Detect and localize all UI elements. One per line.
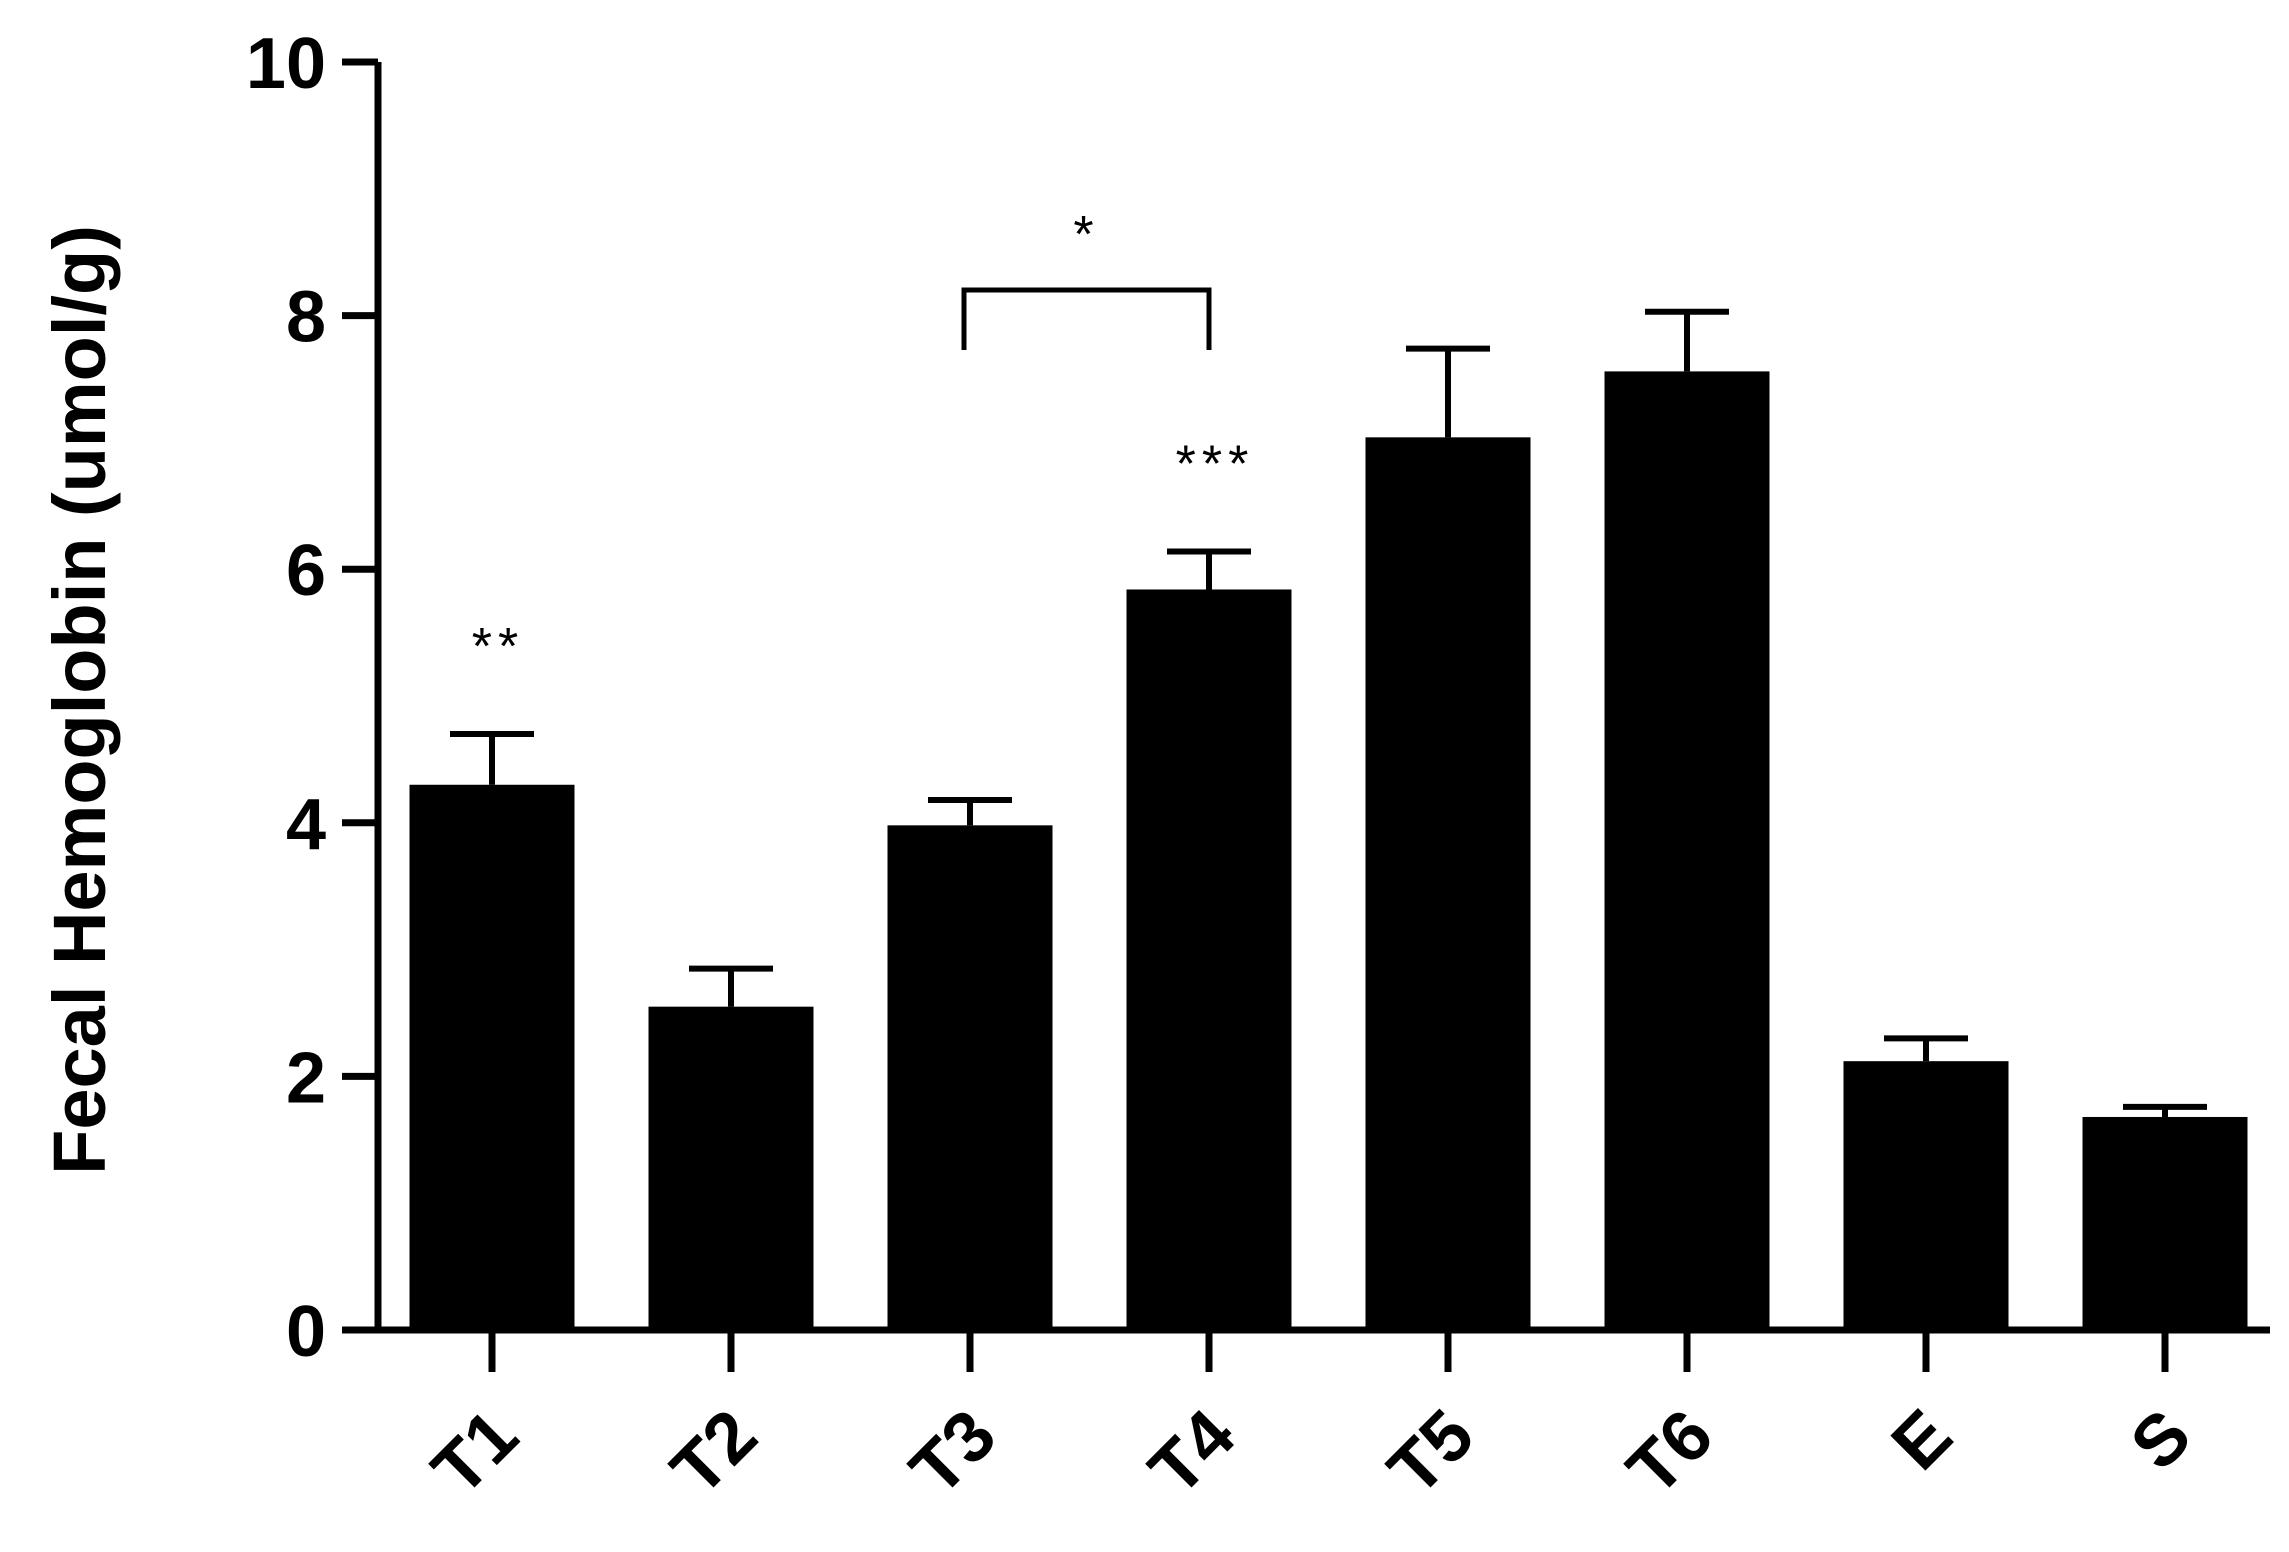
- error-bars: [450, 308, 2207, 1117]
- y-tick-label: 2: [286, 1038, 326, 1118]
- x-tick-label: T6: [1612, 1395, 1728, 1511]
- x-tick-label: T3: [895, 1395, 1011, 1511]
- bar-t5: [1365, 437, 1531, 1330]
- y-axis-title: Fecal Hemoglobin (umol/g): [38, 225, 121, 1175]
- x-ticks: T1 T2 T3 T4 T5 T6 E S: [417, 1330, 2206, 1511]
- bar-t3: [887, 825, 1053, 1330]
- bar-t2: [648, 1006, 814, 1330]
- x-tick-label: E: [1877, 1395, 1968, 1486]
- x-tick-label: T1: [417, 1395, 533, 1511]
- y-ticks: 0 2 4 6 8 10: [246, 24, 378, 1372]
- y-tick-label: 8: [286, 278, 326, 358]
- x-tick-label: T2: [656, 1395, 772, 1511]
- y-tick-label: 4: [286, 785, 326, 865]
- x-tick-label: T5: [1373, 1395, 1489, 1511]
- bars: [409, 371, 2248, 1331]
- bar-t6: [1604, 371, 1770, 1331]
- y-axis-label: Fecal Hemoglobin (umol/g): [38, 225, 121, 1175]
- x-tick-label: T4: [1134, 1395, 1250, 1511]
- y-tick-label: 6: [286, 531, 326, 611]
- significance-label-t4: ***: [1176, 435, 1255, 493]
- bar-s: [2082, 1116, 2248, 1330]
- comparison-bracket: [961, 287, 1212, 350]
- significance-annotations: ******: [472, 206, 1255, 676]
- comparison-label: *: [1073, 206, 1099, 264]
- bar-t1: [409, 784, 575, 1330]
- bar-e: [1843, 1061, 2009, 1330]
- significance-label-t1: **: [472, 618, 524, 676]
- y-tick-label: 0: [286, 1292, 326, 1372]
- y-tick-label: 10: [246, 24, 326, 104]
- bar-t4: [1126, 589, 1292, 1330]
- x-tick-label: S: [2116, 1395, 2207, 1486]
